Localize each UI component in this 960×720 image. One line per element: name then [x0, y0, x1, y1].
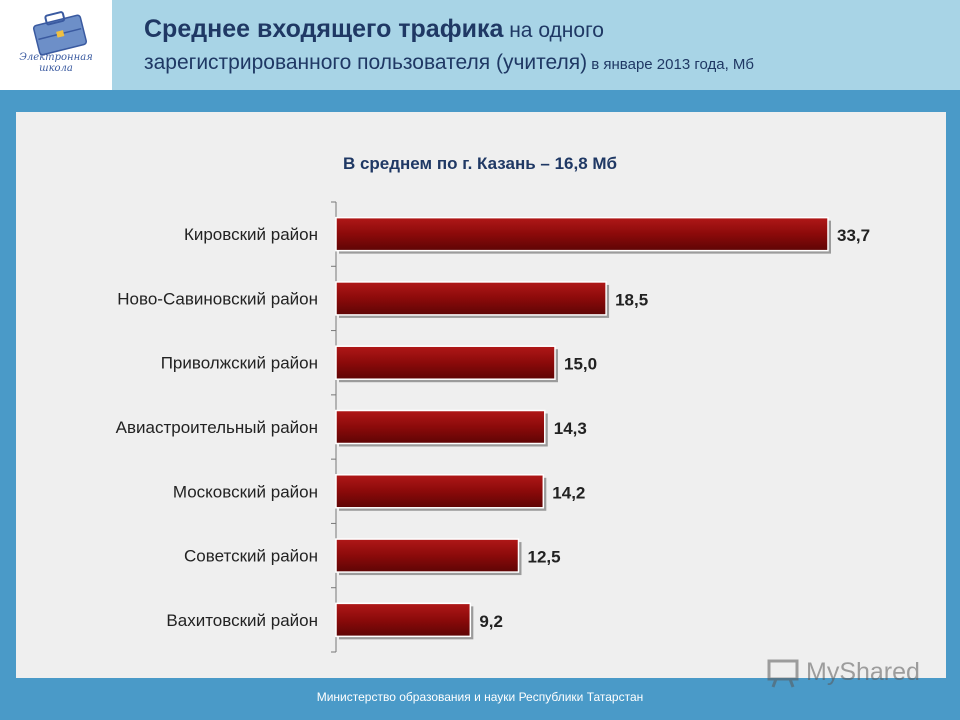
bar: [335, 474, 545, 509]
bar: [335, 538, 520, 573]
chart-panel: [16, 112, 946, 678]
data-label: 9,2: [479, 612, 503, 631]
briefcase-icon: [32, 11, 88, 56]
data-label: 14,3: [554, 419, 587, 438]
title-rest: на одного: [503, 19, 604, 42]
category-label: Советский район: [184, 547, 318, 566]
logo: Электронная школа: [0, 0, 112, 90]
title-small: в январе 2013 года, Мб: [587, 56, 755, 73]
data-label: 18,5: [615, 290, 648, 309]
header-bar: Электронная школа Среднее входящего траф…: [0, 0, 960, 90]
average-note: В среднем по г. Казань – 16,8 Мб: [342, 154, 618, 173]
data-label: 14,2: [552, 483, 585, 502]
category-label: Ново-Савиновский район: [117, 289, 318, 308]
bar: [335, 409, 546, 445]
category-label: Приволжский район: [161, 354, 318, 373]
bar: [335, 602, 472, 638]
page-title: Среднее входящего трафика на одного заре…: [144, 14, 944, 80]
category-label: Кировский район: [184, 225, 318, 244]
bar: [335, 216, 829, 252]
data-label: 15,0: [564, 355, 597, 374]
footer: Министерство образования и науки Республ…: [316, 690, 644, 704]
bar: [335, 281, 607, 316]
logo-text: Электронная школа: [19, 52, 93, 74]
data-label: 12,5: [527, 548, 560, 567]
data-label: 33,7: [837, 226, 870, 245]
title-bold: Среднее входящего трафика: [144, 15, 504, 43]
category-label: Вахитовский район: [166, 611, 318, 630]
category-label: Московский район: [173, 482, 318, 501]
title-line2: зарегистрированного пользователя (учител…: [144, 51, 588, 74]
bar: [335, 345, 556, 380]
presentation-icon: [767, 659, 799, 688]
category-label: Авиастроительный район: [116, 418, 318, 437]
watermark-text: MyShared: [806, 658, 920, 686]
